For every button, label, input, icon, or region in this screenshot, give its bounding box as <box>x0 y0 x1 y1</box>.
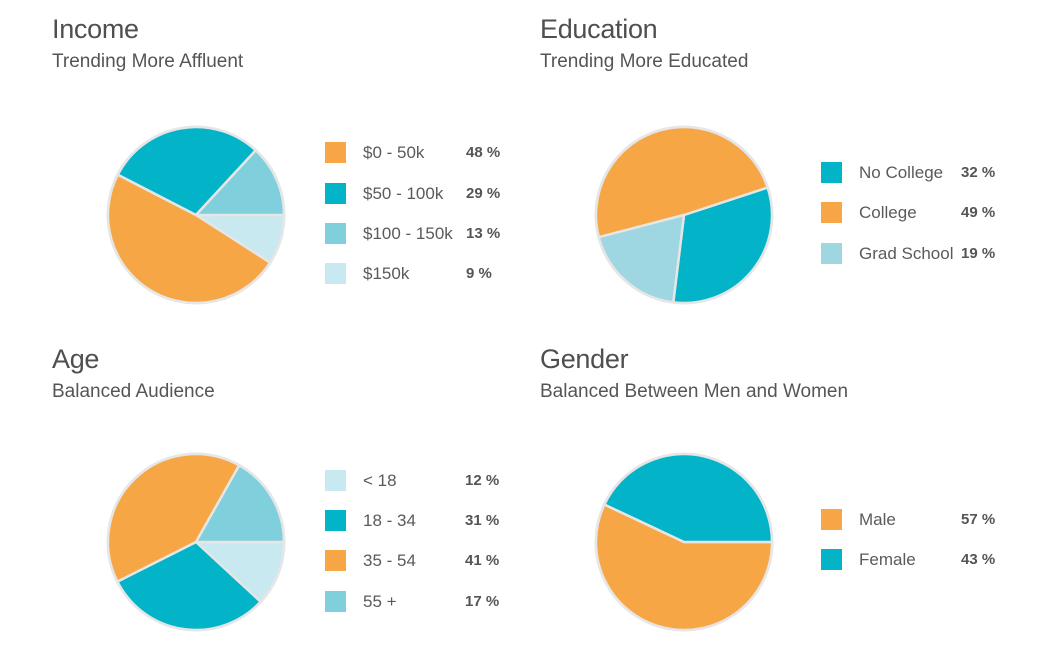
education-legend-item: No College 32 % <box>821 162 1061 184</box>
pie-slice-100-150k <box>194 149 286 217</box>
education-legend-percent: 49 % <box>961 204 996 221</box>
age-legend-percent: 31 % <box>465 512 500 529</box>
age-legend-percent: 41 % <box>465 552 500 569</box>
gender-pie-chart <box>594 452 774 632</box>
gender-swatch-female <box>821 549 842 570</box>
age-legend-percent: 17 % <box>465 593 500 610</box>
age-swatch-18-34 <box>325 510 346 531</box>
income-title: Income <box>52 14 139 44</box>
pie-slice-55 <box>194 464 286 544</box>
income-pie-chart <box>106 125 286 305</box>
age-legend-label: 55 + <box>363 592 397 611</box>
income-legend-percent: 29 % <box>466 185 501 202</box>
income-legend-item: $150k 9 % <box>325 263 565 285</box>
gender-title: Gender <box>540 344 629 374</box>
age-legend-label: 35 - 54 <box>363 551 416 570</box>
income-legend-label: $150k <box>363 264 410 283</box>
income-panel: Income Trending More Affluent <box>52 16 552 336</box>
age-legend-percent: 12 % <box>465 472 500 489</box>
pie-slice-college <box>594 125 769 239</box>
income-legend-label: $100 - 150k <box>363 224 453 243</box>
income-legend-label: $0 - 50k <box>363 143 425 162</box>
pie-slice-female <box>603 452 774 544</box>
education-pie-chart <box>594 125 774 305</box>
education-legend-label: Grad School <box>859 244 954 263</box>
age-subtitle: Balanced Audience <box>52 381 215 402</box>
education-panel: Education Trending More Educated <box>540 16 1040 336</box>
age-legend-item: 18 - 34 31 % <box>325 510 565 532</box>
education-title: Education <box>540 14 658 44</box>
gender-subtitle: Balanced Between Men and Women <box>540 381 849 402</box>
age-swatch-under-18 <box>325 470 346 491</box>
age-panel: Age Balanced Audience <box>52 346 552 666</box>
age-legend-label: < 18 <box>363 471 397 490</box>
income-legend-label: $50 - 100k <box>363 184 444 203</box>
education-legend-item: Grad School 19 % <box>821 243 1061 265</box>
gender-legend-percent: 43 % <box>961 551 996 568</box>
education-swatch-grad-school <box>821 243 842 264</box>
age-legend-item: 35 - 54 41 % <box>325 550 565 572</box>
income-legend-item: $0 - 50k 48 % <box>325 142 565 164</box>
age-pie-chart <box>106 452 286 632</box>
pie-slice-0-50k <box>106 173 272 305</box>
income-subtitle: Trending More Affluent <box>52 51 244 72</box>
gender-legend-label: Female <box>859 550 916 569</box>
gender-swatch-male <box>821 509 842 530</box>
income-legend-item: $100 - 150k 13 % <box>325 223 565 245</box>
education-legend-percent: 19 % <box>961 245 996 262</box>
pie-slice-no-college <box>672 186 774 305</box>
pie-slice-50-100k <box>116 125 257 217</box>
pie-slice-35-54 <box>106 452 241 583</box>
gender-legend-label: Male <box>859 510 896 529</box>
age-legend-item: < 18 12 % <box>325 470 565 492</box>
age-swatch-35-54 <box>325 550 346 571</box>
education-legend-label: No College <box>859 163 944 182</box>
income-legend-percent: 48 % <box>466 144 501 161</box>
education-legend-percent: 32 % <box>961 164 996 181</box>
income-legend-item: $50 - 100k 29 % <box>325 183 565 205</box>
age-legend-label: 18 - 34 <box>363 511 416 530</box>
income-legend-percent: 13 % <box>466 225 501 242</box>
pie-slice-18 <box>194 540 286 604</box>
education-swatch-college <box>821 202 842 223</box>
gender-legend-item: Male 57 % <box>821 509 1061 531</box>
gender-panel: Gender Balanced Between Men and Women <box>540 346 1040 666</box>
education-swatch-no-college <box>821 162 842 183</box>
gender-legend-item: Female 43 % <box>821 549 1061 571</box>
income-swatch-150k <box>325 263 346 284</box>
income-swatch-0-50k <box>325 142 346 163</box>
income-legend-percent: 9 % <box>466 265 492 282</box>
pie-slice-grad-school <box>597 213 686 304</box>
education-subtitle: Trending More Educated <box>540 51 749 72</box>
age-title: Age <box>52 344 100 374</box>
pie-slice-male <box>594 503 774 632</box>
education-legend-item: College 49 % <box>821 202 1061 224</box>
income-swatch-50-100k <box>325 183 346 204</box>
education-legend-label: College <box>859 203 917 222</box>
age-legend-item: 55 + 17 % <box>325 591 565 613</box>
age-swatch-55-plus <box>325 591 346 612</box>
gender-legend-percent: 57 % <box>961 511 996 528</box>
income-swatch-100-150k <box>325 223 346 244</box>
